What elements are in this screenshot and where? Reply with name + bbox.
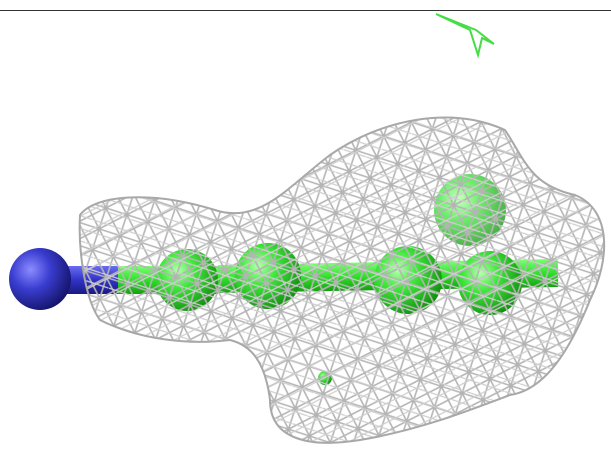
density-fragment — [435, 13, 495, 59]
atom-nitrogen — [9, 248, 71, 310]
mesh-outline — [78, 116, 606, 444]
